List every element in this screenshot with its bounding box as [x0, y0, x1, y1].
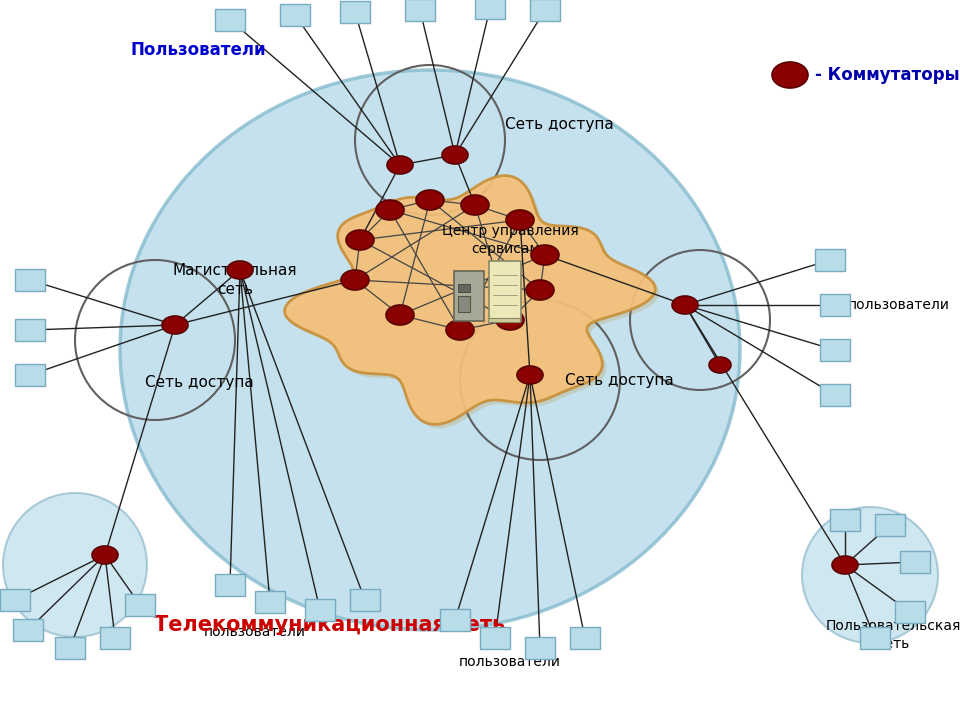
Ellipse shape [442, 146, 468, 164]
FancyBboxPatch shape [15, 364, 45, 386]
FancyBboxPatch shape [0, 589, 30, 611]
Ellipse shape [346, 230, 374, 250]
Circle shape [3, 493, 147, 637]
FancyBboxPatch shape [100, 627, 130, 649]
FancyBboxPatch shape [900, 551, 930, 573]
Text: Сеть доступа: Сеть доступа [145, 374, 253, 390]
Ellipse shape [341, 270, 369, 290]
Text: Пользователи: Пользователи [130, 41, 266, 59]
Ellipse shape [672, 296, 698, 314]
FancyBboxPatch shape [525, 637, 555, 659]
FancyBboxPatch shape [895, 601, 925, 623]
FancyBboxPatch shape [860, 627, 890, 649]
FancyBboxPatch shape [215, 574, 245, 596]
FancyBboxPatch shape [280, 4, 310, 26]
Ellipse shape [772, 62, 808, 88]
FancyBboxPatch shape [405, 0, 435, 21]
Polygon shape [289, 179, 660, 428]
FancyBboxPatch shape [875, 514, 905, 536]
FancyBboxPatch shape [255, 591, 285, 613]
Text: Телекоммуникационная сеть: Телекоммуникационная сеть [155, 615, 506, 635]
FancyBboxPatch shape [340, 1, 370, 23]
Ellipse shape [387, 156, 413, 174]
Ellipse shape [416, 190, 444, 210]
Ellipse shape [506, 210, 534, 230]
FancyBboxPatch shape [458, 284, 470, 292]
Ellipse shape [832, 556, 858, 574]
Text: пользователи: пользователи [459, 655, 561, 669]
FancyBboxPatch shape [475, 0, 505, 19]
Text: Сеть доступа: Сеть доступа [565, 372, 674, 387]
FancyBboxPatch shape [13, 619, 43, 641]
Ellipse shape [92, 546, 118, 564]
Text: Магистральная
сеть: Магистральная сеть [173, 263, 298, 297]
FancyBboxPatch shape [350, 589, 380, 611]
FancyBboxPatch shape [488, 318, 520, 322]
Ellipse shape [120, 70, 740, 630]
Ellipse shape [227, 261, 253, 279]
Text: Центр управления
сервисами: Центр управления сервисами [442, 224, 578, 256]
FancyBboxPatch shape [125, 594, 155, 616]
FancyBboxPatch shape [440, 609, 470, 631]
Ellipse shape [162, 316, 188, 334]
Ellipse shape [446, 320, 474, 340]
Ellipse shape [517, 366, 543, 384]
Ellipse shape [496, 310, 524, 330]
FancyBboxPatch shape [15, 319, 45, 341]
Polygon shape [285, 176, 656, 424]
Ellipse shape [461, 195, 489, 215]
Ellipse shape [531, 245, 559, 265]
FancyBboxPatch shape [489, 261, 521, 321]
FancyBboxPatch shape [830, 509, 860, 531]
Ellipse shape [709, 357, 731, 373]
Circle shape [802, 507, 938, 643]
Text: пользователи: пользователи [204, 625, 306, 639]
Ellipse shape [386, 305, 414, 325]
FancyBboxPatch shape [820, 339, 850, 361]
FancyBboxPatch shape [480, 627, 510, 649]
Text: Сеть доступа: Сеть доступа [505, 117, 613, 132]
FancyBboxPatch shape [305, 599, 335, 621]
FancyBboxPatch shape [820, 294, 850, 316]
Ellipse shape [526, 280, 554, 300]
FancyBboxPatch shape [458, 296, 470, 312]
Text: пользователи: пользователи [848, 298, 950, 312]
Ellipse shape [376, 200, 404, 220]
FancyBboxPatch shape [815, 249, 845, 271]
FancyBboxPatch shape [454, 271, 484, 321]
Text: - Коммутаторы: - Коммутаторы [815, 66, 960, 84]
Text: Пользовательская
сеть: Пользовательская сеть [826, 618, 960, 651]
FancyBboxPatch shape [215, 9, 245, 31]
FancyBboxPatch shape [820, 384, 850, 406]
FancyBboxPatch shape [15, 269, 45, 291]
FancyBboxPatch shape [570, 627, 600, 649]
FancyBboxPatch shape [55, 637, 85, 659]
FancyBboxPatch shape [530, 0, 560, 21]
